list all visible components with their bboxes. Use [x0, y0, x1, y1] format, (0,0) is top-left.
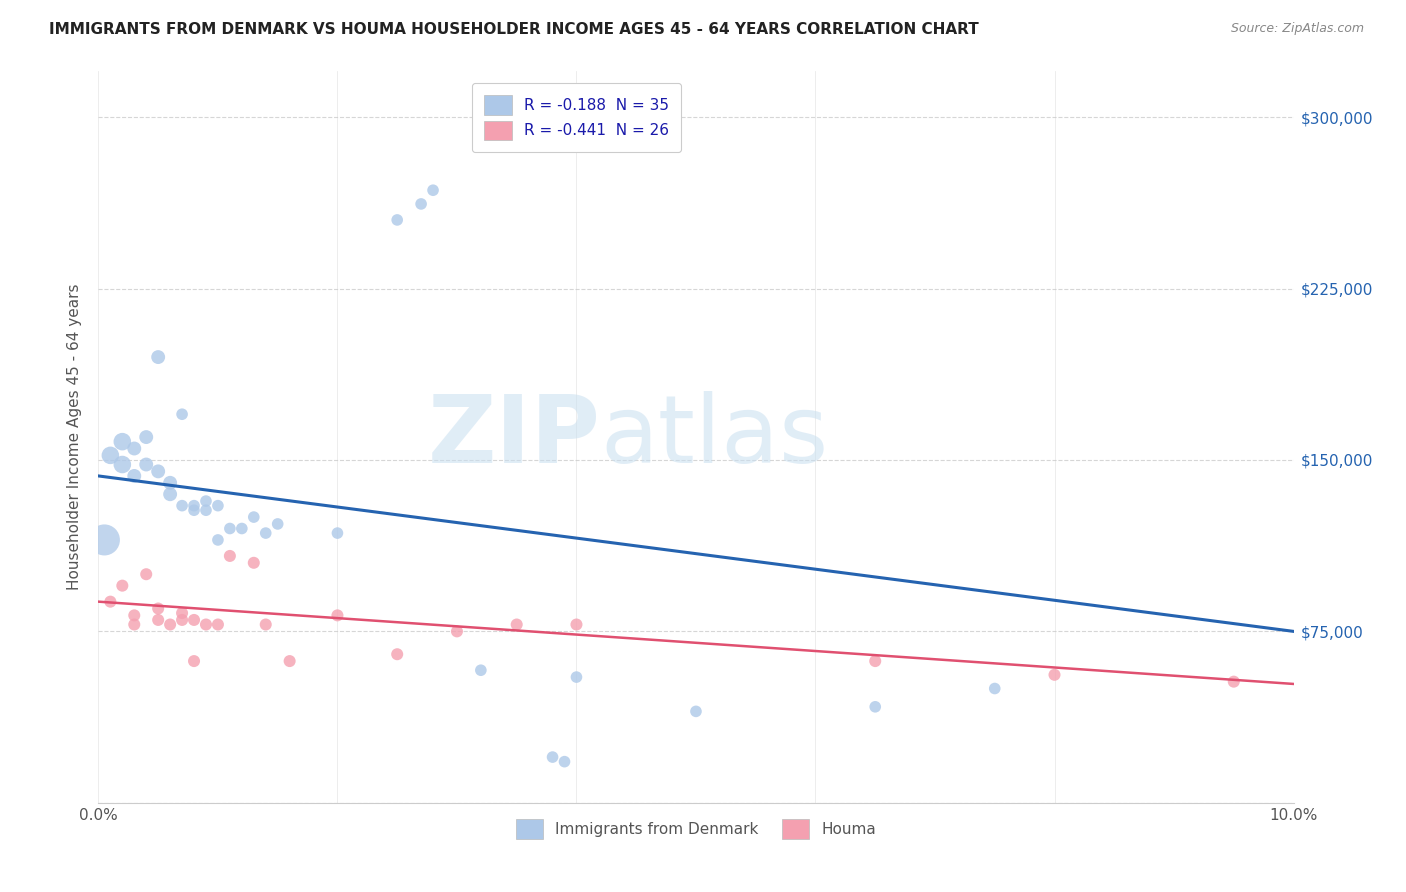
Point [98, 448, 122, 462]
Point [172, 613, 194, 627]
Point [267, 516, 290, 531]
Point [865, 654, 887, 668]
Point [207, 499, 229, 513]
Point [470, 663, 492, 677]
Point [148, 464, 170, 478]
Point [159, 475, 181, 490]
Text: IMMIGRANTS FROM DENMARK VS HOUMA HOUSEHOLDER INCOME AGES 45 - 64 YEARS CORRELATI: IMMIGRANTS FROM DENMARK VS HOUMA HOUSEHO… [49, 22, 979, 37]
Point [148, 613, 170, 627]
Point [219, 549, 242, 563]
Point [148, 350, 170, 364]
Point [554, 755, 576, 769]
Point [183, 654, 205, 668]
Point [411, 197, 433, 211]
Text: ZIP: ZIP [427, 391, 600, 483]
Point [219, 521, 242, 535]
Point [565, 670, 588, 684]
Point [124, 469, 146, 483]
Point [231, 521, 253, 535]
Point [195, 494, 218, 508]
Point [207, 617, 229, 632]
Point [254, 526, 277, 541]
Point [135, 430, 157, 444]
Point [135, 458, 157, 472]
Point [446, 624, 468, 639]
Point [172, 499, 194, 513]
Point [195, 617, 218, 632]
Point [326, 526, 349, 541]
Text: Source: ZipAtlas.com: Source: ZipAtlas.com [1230, 22, 1364, 36]
Point [172, 606, 194, 620]
Point [98, 594, 122, 608]
Point [865, 699, 887, 714]
Point [1043, 667, 1066, 681]
Point [183, 613, 205, 627]
Point [243, 556, 266, 570]
Point [685, 705, 707, 719]
Point [159, 617, 181, 632]
Legend: Immigrants from Denmark, Houma: Immigrants from Denmark, Houma [508, 812, 884, 847]
Point [111, 434, 134, 449]
Y-axis label: Householder Income Ages 45 - 64 years: Householder Income Ages 45 - 64 years [67, 284, 83, 591]
Point [93, 533, 115, 547]
Point [506, 617, 529, 632]
Point [183, 503, 205, 517]
Point [124, 442, 146, 456]
Point [159, 487, 181, 501]
Point [326, 608, 349, 623]
Point [207, 533, 229, 547]
Text: atlas: atlas [600, 391, 828, 483]
Point [243, 510, 266, 524]
Point [565, 617, 588, 632]
Point [984, 681, 1007, 696]
Point [135, 567, 157, 582]
Point [124, 617, 146, 632]
Point [541, 750, 564, 764]
Point [195, 503, 218, 517]
Point [1223, 674, 1246, 689]
Point [172, 407, 194, 421]
Point [422, 183, 444, 197]
Point [278, 654, 301, 668]
Point [124, 608, 146, 623]
Point [254, 617, 277, 632]
Point [183, 499, 205, 513]
Point [111, 579, 134, 593]
Point [385, 213, 409, 227]
Point [385, 647, 409, 661]
Point [111, 458, 134, 472]
Point [148, 601, 170, 615]
